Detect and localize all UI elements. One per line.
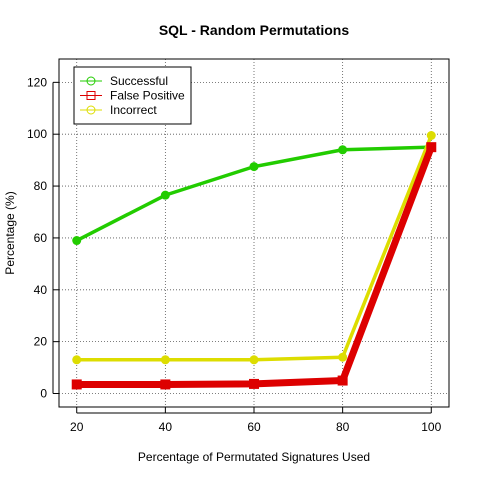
y-tick-label: 60 [34,231,48,245]
x-tick-label: 40 [159,420,173,434]
y-axis: 0 20 40 60 80 100 120 [27,75,59,401]
y-tick-label: 20 [34,335,48,349]
series-incorrect [72,130,436,365]
data-point [338,145,348,155]
x-axis-label: Percentage of Permutated Signatures Used [138,450,370,464]
x-tick-label: 80 [336,420,350,434]
y-tick-label: 120 [27,75,47,89]
chart-title: SQL - Random Permutations [159,22,350,38]
data-point [249,378,259,389]
data-point [160,355,170,365]
data-point [426,130,436,140]
series-lines [71,130,437,390]
legend-label: Incorrect [110,103,157,117]
legend-swatch-marker [86,76,96,86]
data-point [71,379,82,390]
legend-label: False Positive [110,89,185,103]
y-tick-label: 40 [34,283,48,297]
data-point [338,352,348,362]
y-tick-label: 0 [40,387,47,401]
data-point [249,355,259,365]
series-false-positive [71,142,437,390]
grid [59,59,449,407]
data-point [160,190,170,200]
data-point [72,236,82,246]
data-point [72,355,82,365]
series-successful [72,142,436,246]
y-tick-label: 100 [27,127,47,141]
data-point [426,142,437,153]
x-axis: 20 40 60 80 100 [70,407,442,434]
legend-swatch-marker [86,91,96,100]
x-tick-label: 100 [421,420,441,434]
legend-label: Successful [110,74,168,88]
data-point [249,162,259,172]
y-tick-label: 80 [34,179,48,193]
legend-swatch-marker [86,105,96,115]
data-point [160,379,171,390]
x-tick-label: 60 [247,420,261,434]
data-point [337,375,348,386]
y-axis-label: Percentage (%) [3,191,17,274]
x-tick-label: 20 [70,420,84,434]
